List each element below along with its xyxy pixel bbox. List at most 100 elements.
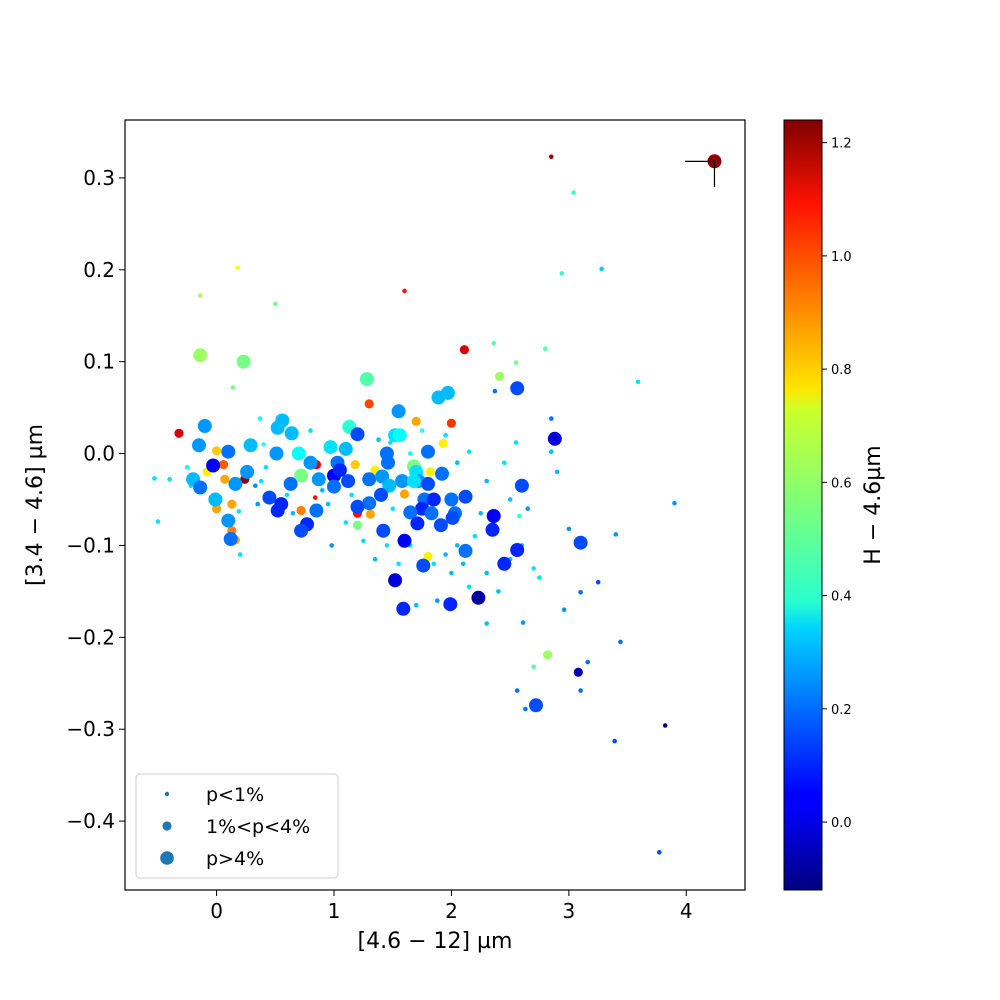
data-point bbox=[338, 441, 353, 456]
data-point bbox=[227, 499, 237, 509]
data-point bbox=[408, 451, 413, 456]
data-point bbox=[566, 526, 572, 532]
data-point bbox=[155, 519, 161, 524]
data-point bbox=[258, 478, 264, 484]
data-point bbox=[382, 478, 397, 493]
data-point bbox=[514, 478, 529, 493]
legend-label-large: p>4% bbox=[206, 848, 264, 870]
data-point bbox=[478, 511, 484, 516]
data-point bbox=[423, 551, 433, 562]
data-point bbox=[425, 467, 435, 477]
data-point bbox=[495, 371, 505, 381]
data-point bbox=[491, 341, 497, 346]
data-point bbox=[261, 442, 266, 447]
data-point bbox=[507, 497, 513, 502]
data-point bbox=[294, 468, 309, 483]
data-point bbox=[431, 390, 446, 405]
legend: p<1% 1%<p<4% p>4% bbox=[135, 773, 339, 879]
data-point bbox=[613, 532, 619, 537]
data-point bbox=[531, 566, 536, 571]
data-point bbox=[270, 503, 285, 518]
x-tick-label: 4 bbox=[680, 899, 693, 923]
data-point bbox=[547, 431, 562, 446]
data-point bbox=[496, 589, 501, 594]
data-point bbox=[537, 575, 542, 580]
x-tick-label: 1 bbox=[328, 899, 341, 923]
data-point bbox=[549, 449, 554, 455]
data-point bbox=[237, 552, 243, 557]
data-point bbox=[458, 543, 473, 558]
data-point bbox=[197, 293, 203, 298]
data-point bbox=[520, 620, 526, 625]
data-point bbox=[707, 154, 722, 169]
legend-box bbox=[135, 773, 339, 879]
data-point bbox=[269, 446, 284, 461]
y-tick-label: 0.2 bbox=[83, 258, 115, 282]
data-point bbox=[543, 346, 548, 352]
y-tick-label: 0.1 bbox=[83, 350, 115, 374]
data-point bbox=[657, 850, 662, 855]
data-point bbox=[184, 465, 190, 470]
data-point bbox=[323, 440, 338, 455]
legend-marker-large bbox=[160, 851, 174, 865]
data-point bbox=[444, 492, 459, 507]
data-point bbox=[662, 723, 668, 728]
data-point bbox=[426, 492, 441, 507]
data-point bbox=[571, 190, 576, 195]
data-point bbox=[419, 428, 425, 433]
data-point bbox=[228, 476, 243, 491]
data-point bbox=[388, 440, 393, 445]
data-point bbox=[472, 533, 478, 539]
data-point bbox=[284, 426, 299, 441]
data-point bbox=[197, 419, 212, 433]
data-point bbox=[223, 532, 238, 546]
data-point bbox=[413, 602, 419, 608]
data-point bbox=[208, 492, 223, 507]
y-tick-label: −0.3 bbox=[66, 717, 115, 741]
data-point bbox=[459, 345, 469, 355]
data-point bbox=[421, 444, 435, 459]
data-point bbox=[455, 543, 460, 548]
data-points bbox=[152, 154, 722, 855]
data-point bbox=[352, 520, 363, 530]
data-point bbox=[424, 506, 439, 521]
data-point bbox=[618, 639, 623, 645]
colorbar-tick-label: 0.0 bbox=[831, 816, 852, 831]
legend-label-medium: 1%<p<4% bbox=[206, 816, 310, 838]
data-point bbox=[395, 474, 410, 489]
x-tick-label: 2 bbox=[445, 899, 458, 923]
data-point bbox=[513, 360, 519, 365]
data-point bbox=[561, 607, 567, 612]
error-bar bbox=[685, 160, 716, 188]
data-point bbox=[435, 598, 440, 603]
data-point bbox=[193, 348, 208, 363]
data-point bbox=[525, 506, 531, 512]
data-point bbox=[236, 354, 251, 369]
colorbar-tick-label: 0.8 bbox=[831, 363, 852, 378]
data-point bbox=[543, 650, 553, 660]
data-point bbox=[325, 501, 331, 507]
y-tick-label: 0.3 bbox=[83, 166, 115, 190]
legend-marker-small bbox=[164, 791, 170, 797]
data-point bbox=[284, 492, 290, 498]
data-point bbox=[270, 420, 285, 435]
data-point bbox=[312, 495, 318, 500]
colorbar-title: H − 4.6µm bbox=[861, 445, 886, 564]
data-point bbox=[291, 446, 306, 461]
colorbar-ticks: 0.0 0.2 0.4 0.6 0.8 1.0 1.2 bbox=[822, 137, 852, 831]
data-point bbox=[253, 483, 258, 489]
data-point bbox=[283, 476, 298, 491]
data-point bbox=[399, 489, 410, 499]
data-point bbox=[497, 556, 512, 571]
data-point bbox=[296, 505, 306, 516]
data-point bbox=[406, 474, 421, 489]
data-point bbox=[365, 509, 375, 519]
data-point bbox=[221, 513, 236, 528]
data-point bbox=[311, 472, 326, 487]
data-point bbox=[529, 698, 543, 713]
data-point bbox=[236, 509, 242, 514]
data-point bbox=[350, 499, 365, 514]
data-point bbox=[421, 476, 435, 491]
data-point bbox=[240, 464, 255, 479]
